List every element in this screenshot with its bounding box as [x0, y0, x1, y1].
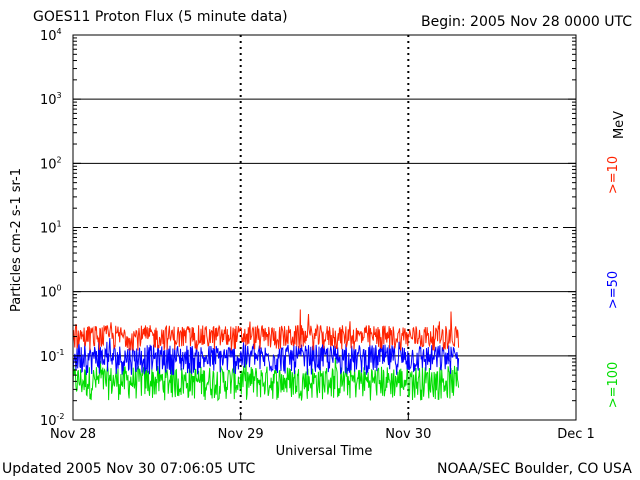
series-layer: [72, 309, 460, 402]
credit-label: NOAA/SEC Boulder, CO USA: [437, 461, 632, 477]
x-tick-label: Dec 1: [557, 427, 595, 442]
updated-timestamp: Updated 2005 Nov 30 07:06:05 UTC: [2, 461, 256, 477]
legend-entry: >=100: [606, 362, 621, 409]
y-tick-label: 104: [40, 27, 62, 44]
legend-entry: >=50: [606, 271, 621, 309]
x-tick-label: Nov 28: [50, 427, 96, 442]
x-axis-label: Universal Time: [276, 444, 373, 459]
y-tick-label: 100: [40, 284, 62, 301]
legend: >=10 >=50 >=100 MeV: [606, 111, 627, 408]
begin-time-label: Begin: 2005 Nov 28 0000 UTC: [421, 14, 632, 30]
series-line: [72, 309, 460, 351]
y-tick-label: 101: [40, 220, 62, 237]
y-tick-label: 102: [40, 155, 62, 172]
legend-unit: MeV: [612, 111, 627, 139]
x-tick-label: Nov 29: [218, 427, 264, 442]
y-tick-label: 10-1: [40, 348, 65, 365]
legend-entry: >=10: [606, 156, 621, 194]
series-line: [72, 356, 460, 402]
y-axis-label: Particles cm-2 s-1 sr-1: [9, 168, 24, 312]
y-tick-label: 103: [40, 91, 62, 108]
chart-title: GOES11 Proton Flux (5 minute data): [33, 9, 288, 25]
x-tick-label: Nov 30: [385, 427, 431, 442]
grid-layer: [73, 35, 576, 420]
